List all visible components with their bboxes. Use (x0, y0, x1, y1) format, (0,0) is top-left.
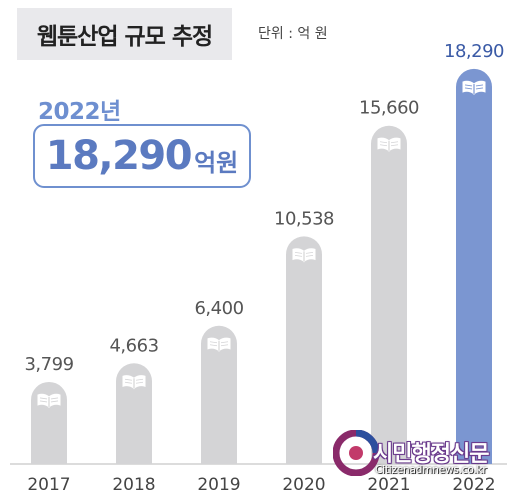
book-icon (207, 337, 231, 352)
x-tick-label: 2022 (452, 475, 495, 495)
watermark-logo-icon (333, 430, 379, 476)
bar (31, 381, 67, 464)
bar-value-label: 4,663 (109, 335, 158, 356)
highlight-year: 2022년 (38, 99, 121, 125)
bar-value-label: 6,400 (194, 298, 243, 319)
highlight-box: 18,290 억원 (33, 124, 251, 188)
book-icon (37, 393, 61, 408)
bar (371, 125, 407, 464)
watermark: 시민행정신문 Citizenadmnews.co.kr (333, 426, 511, 488)
title-box: 웹툰산업 규모 추정 (17, 8, 232, 60)
book-icon (292, 248, 316, 263)
book-icon (462, 80, 486, 95)
bar-value-label: 3,799 (24, 354, 73, 375)
bar (201, 325, 237, 464)
highlight-value: 18,290 (45, 133, 193, 179)
x-tick-label: 2019 (197, 475, 240, 495)
book-icon (122, 375, 146, 390)
book-icon (377, 137, 401, 152)
watermark-name: 시민행정신문 (373, 442, 489, 467)
bar (286, 236, 322, 464)
highlight-unit: 억원 (194, 148, 239, 177)
bar-value-label: 18,290 (444, 41, 504, 62)
chart-title: 웹툰산업 규모 추정 (36, 24, 213, 50)
x-tick-label: 2018 (112, 475, 155, 495)
x-tick-label: 2020 (282, 475, 325, 495)
bar (116, 363, 152, 464)
bar (456, 68, 492, 464)
x-tick-label: 2021 (367, 475, 410, 495)
x-tick-label: 2017 (27, 475, 70, 495)
watermark-url: Citizenadmnews.co.kr (375, 464, 487, 476)
bar-value-label: 10,538 (274, 208, 334, 229)
unit-label: 단위 : 억 원 (258, 26, 328, 42)
bar-value-label: 15,660 (359, 98, 419, 119)
